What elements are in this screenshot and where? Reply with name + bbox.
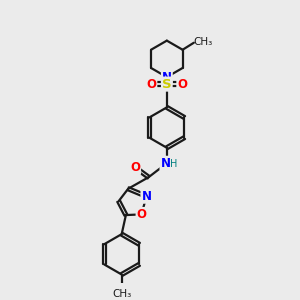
Text: O: O [146, 78, 156, 91]
Text: N: N [160, 157, 170, 170]
Text: O: O [177, 78, 187, 91]
Text: N: N [141, 190, 152, 203]
Text: O: O [136, 208, 146, 221]
Text: H: H [170, 159, 178, 169]
Text: N: N [162, 70, 172, 84]
Text: S: S [162, 78, 172, 91]
Text: CH₃: CH₃ [193, 37, 212, 47]
Text: CH₃: CH₃ [112, 289, 131, 299]
Text: O: O [130, 161, 140, 174]
